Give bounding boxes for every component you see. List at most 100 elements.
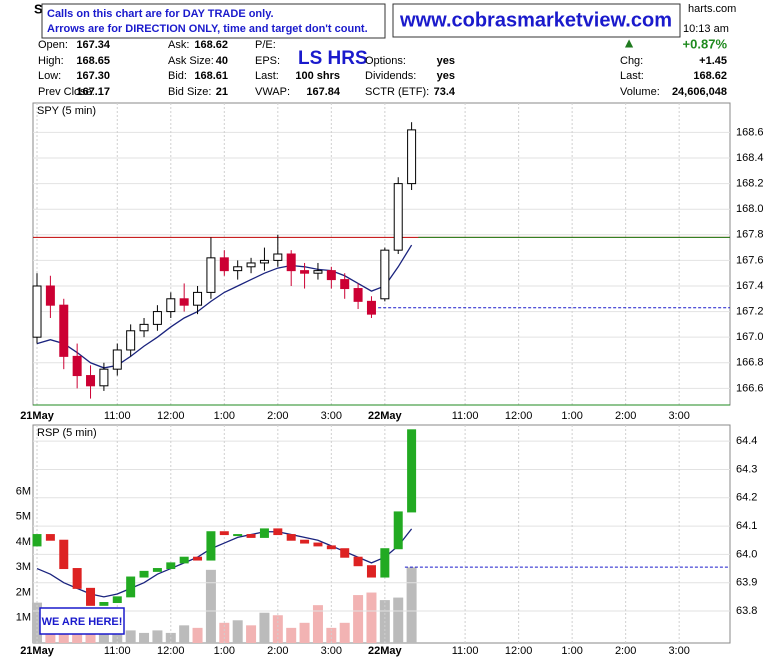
volume-bar xyxy=(326,627,337,643)
candle-body xyxy=(32,285,42,338)
candle-body xyxy=(366,565,376,578)
candle-body xyxy=(313,542,323,547)
x-tick-label: 3:00 xyxy=(668,410,689,422)
volume-bar xyxy=(259,612,270,643)
volume-bar xyxy=(353,595,364,643)
quote-label: P/E: xyxy=(255,39,276,51)
y-tick-label: 64.1 xyxy=(736,520,757,532)
quote-label: Open: xyxy=(38,39,68,51)
x-tick-label: 11:00 xyxy=(452,645,479,657)
quote-label: Last: xyxy=(620,70,644,82)
y-tick-label: 168.4 xyxy=(736,152,764,164)
candle-body xyxy=(179,556,189,564)
x-tick-label: 11:00 xyxy=(452,410,479,422)
candle-body xyxy=(300,270,310,274)
y-tick-label: 167.0 xyxy=(736,331,764,343)
quote-label: High: xyxy=(38,55,64,67)
quote-label: Options: xyxy=(365,55,406,67)
y-tick-label: 63.9 xyxy=(736,577,757,589)
candle-body xyxy=(206,257,216,293)
x-tick-label: 2:00 xyxy=(267,410,288,422)
x-tick-label: 12:00 xyxy=(157,410,185,422)
candle-body xyxy=(407,429,417,513)
panel-title: RSP (5 min) xyxy=(37,427,97,439)
x-tick-label: 11:00 xyxy=(104,410,131,422)
candle-body xyxy=(86,587,96,606)
y-tick-label: 64.0 xyxy=(736,548,757,560)
quote-label: Last: xyxy=(255,70,279,82)
x-tick-label: 3:00 xyxy=(321,410,342,422)
x-tick-label: 1:00 xyxy=(214,410,235,422)
note-line: Arrows are for DIRECTION ONLY, time and … xyxy=(47,23,368,35)
candle-body xyxy=(340,548,350,558)
volume-bar xyxy=(125,630,136,643)
volume-bar xyxy=(112,630,123,643)
candle-body xyxy=(72,568,82,589)
candle-body xyxy=(126,576,136,598)
y-tick-label: 167.8 xyxy=(736,229,764,241)
candle-body xyxy=(99,368,109,387)
candle-body xyxy=(166,298,176,313)
volume-bar xyxy=(219,622,230,643)
y-tick-label: 63.8 xyxy=(736,605,757,617)
volume-bar xyxy=(339,622,350,643)
quote-label: VWAP: xyxy=(255,86,290,98)
candle-body xyxy=(206,531,216,561)
quote-label: Dividends: xyxy=(365,70,416,82)
x-tick-label: 21May xyxy=(20,410,55,422)
quote-label: SCTR (ETF): xyxy=(365,86,429,98)
y-tick-label: 64.3 xyxy=(736,463,757,475)
candle-body xyxy=(112,349,122,370)
x-tick-label: 21May xyxy=(20,645,55,657)
volume-bar xyxy=(246,625,257,643)
quote-label: Bid Size: xyxy=(168,86,211,98)
candle-body xyxy=(99,602,109,606)
up-arrow: ▲ xyxy=(622,35,636,51)
candle-body xyxy=(246,534,256,538)
volume-bar xyxy=(299,622,310,643)
volume-bar xyxy=(139,632,150,643)
candle-body xyxy=(259,259,269,264)
candle-body xyxy=(59,539,69,570)
volume-bar xyxy=(366,592,377,643)
x-tick-label: 12:00 xyxy=(505,410,533,422)
volume-tick-label: 4M xyxy=(16,536,31,548)
quote-value: 24,606,048 xyxy=(672,86,727,98)
candle-body xyxy=(273,253,283,261)
x-tick-label: 12:00 xyxy=(505,645,533,657)
x-tick-label: 3:00 xyxy=(321,645,342,657)
volume-tick-label: 5M xyxy=(16,511,31,523)
volume-tick-label: 1M xyxy=(16,612,31,624)
volume-bar xyxy=(393,597,404,643)
quote-value: 167.84 xyxy=(306,86,341,98)
quote-value: yes xyxy=(437,55,455,67)
x-tick-label: 1:00 xyxy=(561,645,582,657)
y-tick-label: 168.0 xyxy=(736,203,764,215)
candle-body xyxy=(179,298,189,306)
quote-value: 73.4 xyxy=(434,86,456,98)
quote-value: 167.17 xyxy=(76,86,110,98)
volume-tick-label: 6M xyxy=(16,486,31,498)
volume-bar xyxy=(152,630,163,643)
site-tail: harts.com xyxy=(688,3,736,15)
change-pct: +0.87% xyxy=(683,36,728,51)
volume-bar xyxy=(192,627,203,643)
candle-body xyxy=(393,183,403,251)
charts: SPY (5 min) 166.6 166.8 167.0 167.2 167.4 167.… xyxy=(16,102,764,657)
candle-body xyxy=(193,556,203,561)
candle-body xyxy=(86,375,96,387)
candle-body xyxy=(152,568,162,572)
quote-label: Ask: xyxy=(168,39,189,51)
volume-tick-label: 2M xyxy=(16,586,31,598)
y-tick-label: 166.8 xyxy=(736,357,764,369)
candle-body xyxy=(366,300,376,315)
quote-label: EPS: xyxy=(255,55,280,67)
candle-body xyxy=(45,285,55,306)
quote-value: yes xyxy=(437,70,455,82)
candle-body xyxy=(233,266,243,272)
quote-label: Low: xyxy=(38,70,61,82)
candle-body xyxy=(340,279,350,290)
quote-value: 168.62 xyxy=(693,70,727,82)
quote-label: Volume: xyxy=(620,86,660,98)
volume-bar xyxy=(179,625,190,643)
